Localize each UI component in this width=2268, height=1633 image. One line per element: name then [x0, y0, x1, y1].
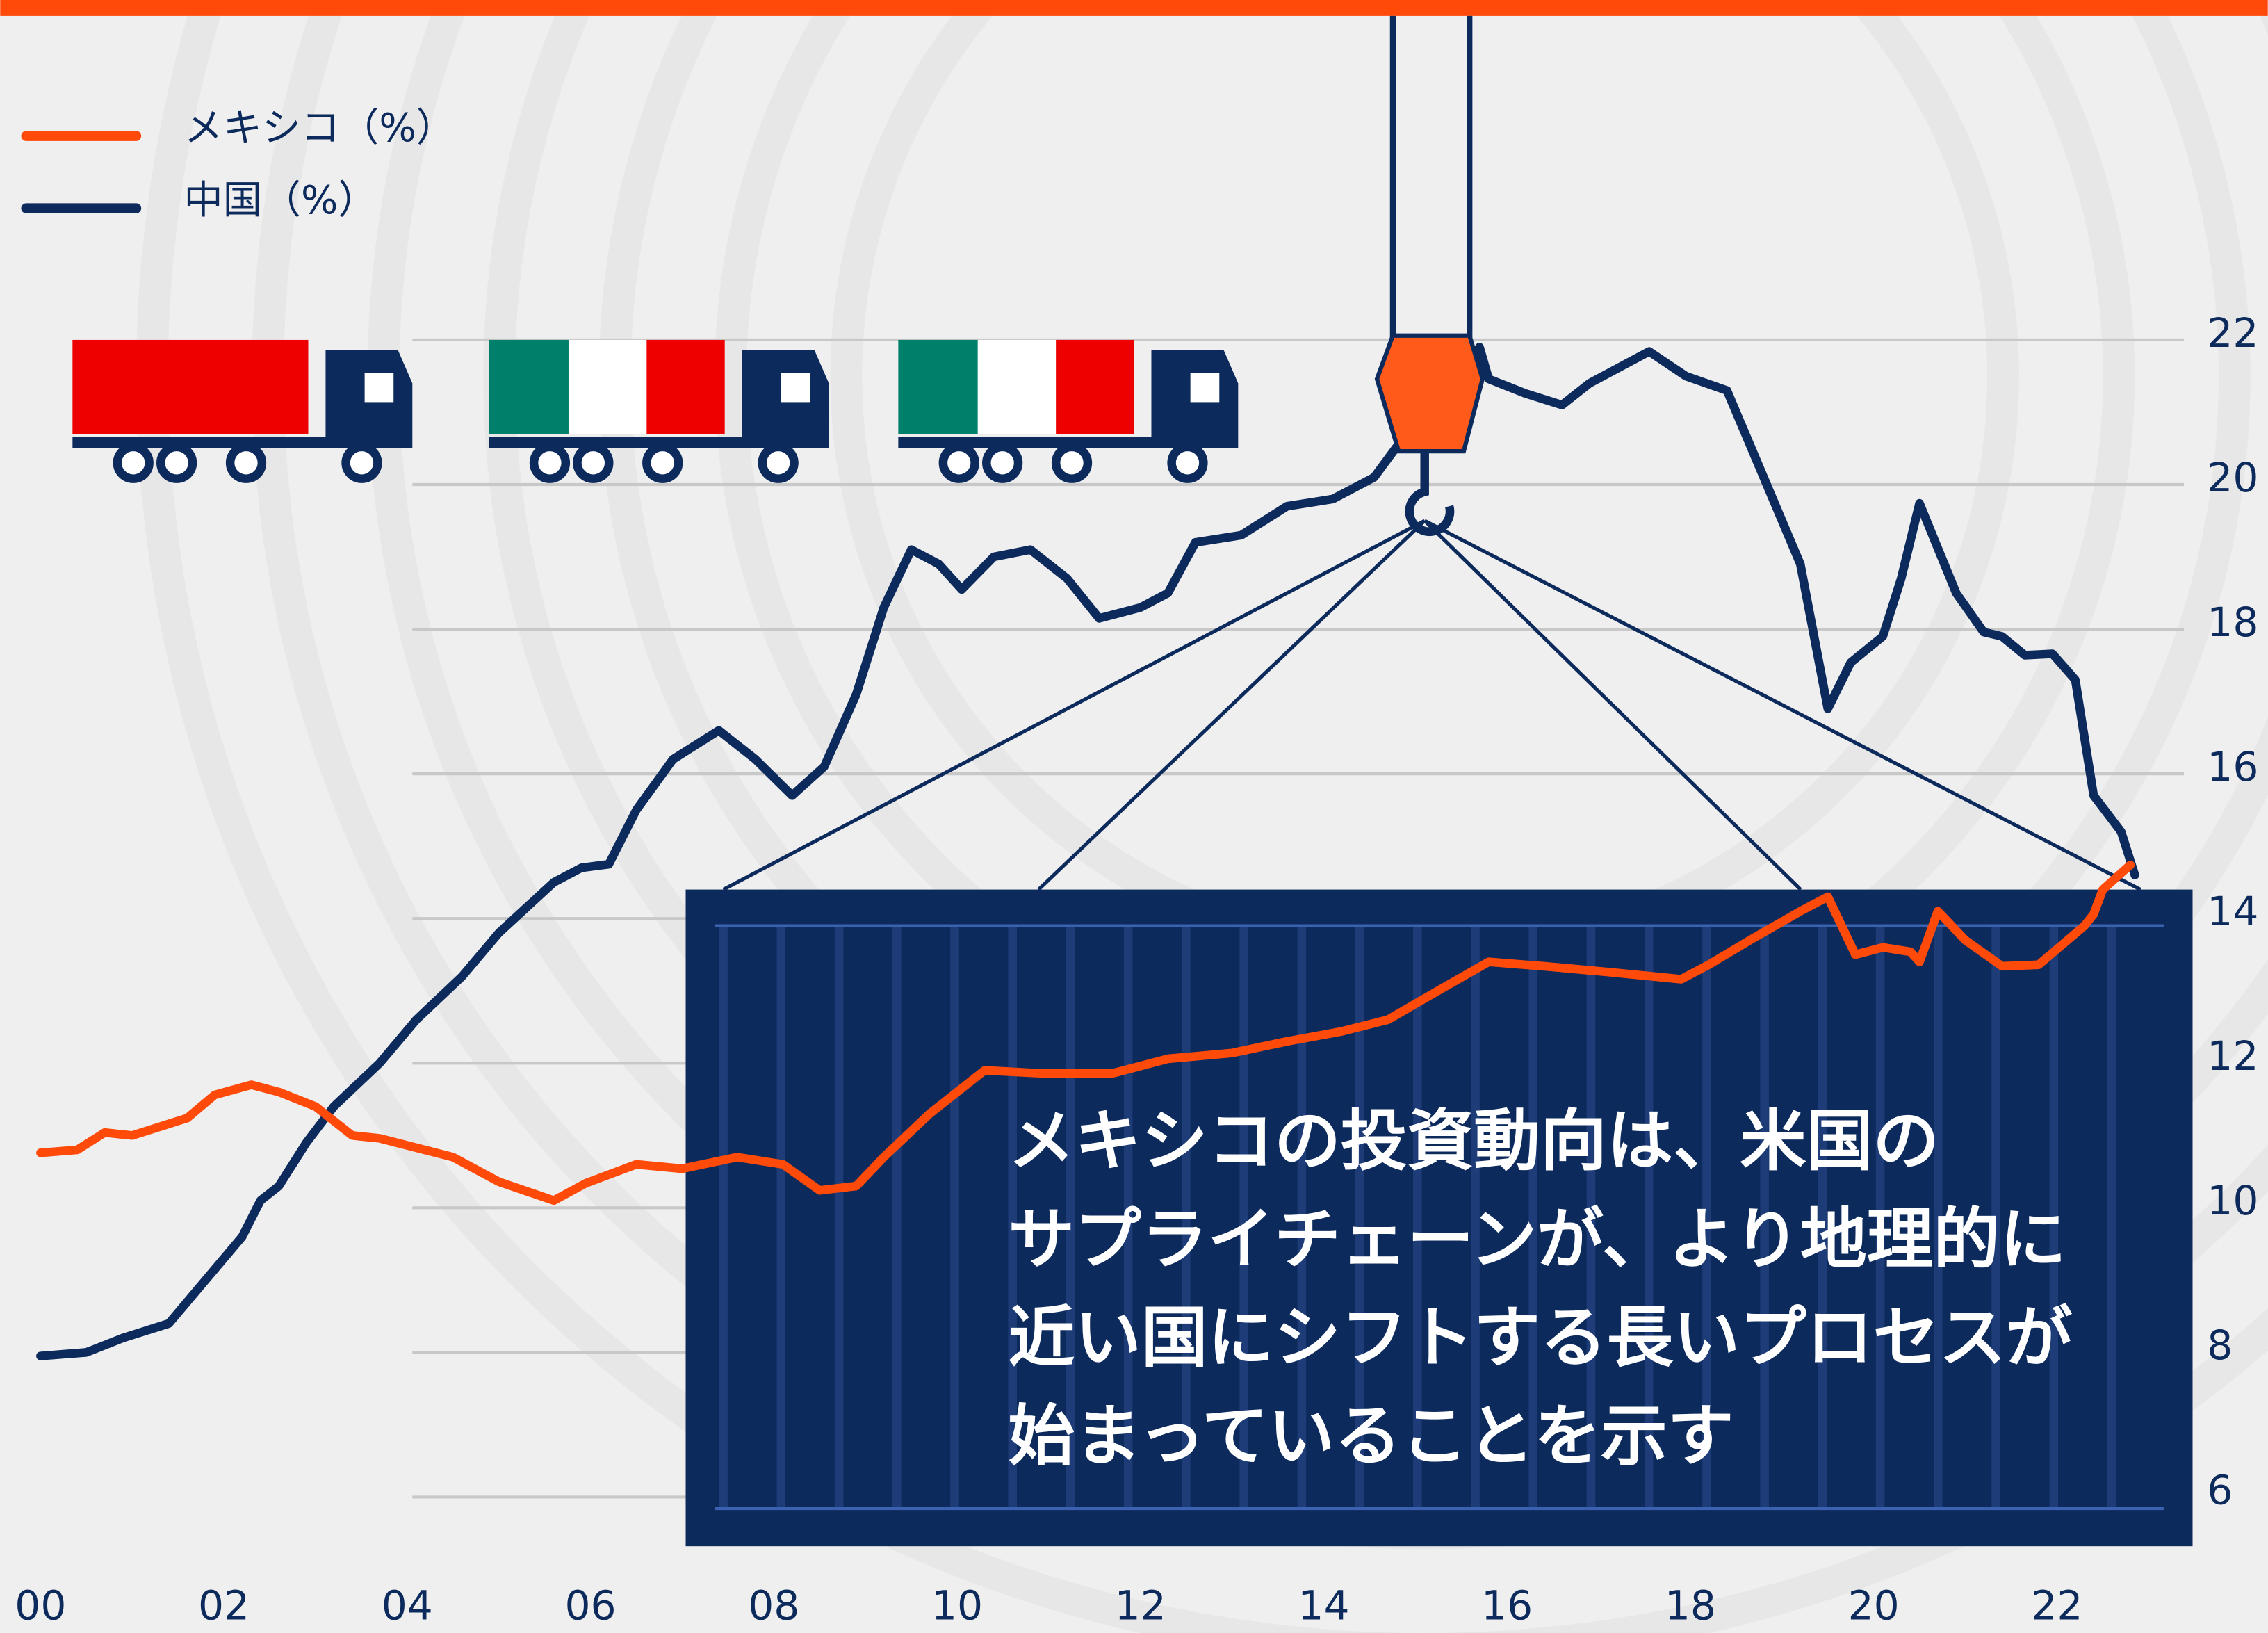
- legend-label: 中国（%）: [184, 178, 377, 223]
- x-tick-label: 10: [931, 1582, 983, 1630]
- truck-mexico-2: [898, 339, 1239, 483]
- x-tick-label: 08: [748, 1582, 799, 1630]
- y-tick-label: 6: [2207, 1466, 2233, 1513]
- x-tick-label: 16: [1481, 1582, 1533, 1630]
- legend: メキシコ（%） 中国（%）: [21, 106, 455, 223]
- crane: [722, 15, 2141, 891]
- container: [685, 889, 2193, 1547]
- annotation-line: メキシコの投資動向は、米国の: [1008, 1102, 1939, 1180]
- annotation-line: 近い国にシフトする長いプロセスが: [1008, 1299, 2072, 1376]
- truck-mexico-1: [489, 339, 829, 483]
- top-bar: [0, 0, 2268, 16]
- y-tick-label: 22: [2207, 309, 2258, 357]
- legend-label: メキシコ（%）: [184, 106, 455, 151]
- axes: 6 8 10 12 14 16 18 20 22 00 02 04 06 08 10 12 14 16 18 20 22: [15, 309, 2258, 1630]
- annotation-line: 始まっていることを示す: [1008, 1397, 1733, 1475]
- series-line: [36, 860, 2135, 1205]
- x-tick-label: 04: [382, 1582, 433, 1630]
- trucks: [72, 339, 1239, 483]
- x-tick-label: 00: [15, 1582, 66, 1630]
- y-tick-label: 18: [2207, 599, 2258, 646]
- front-layer: [36, 860, 2135, 1205]
- x-tick-label: 02: [198, 1582, 250, 1630]
- series-line: [36, 343, 2139, 1360]
- y-tick-label: 16: [2207, 743, 2258, 790]
- x-tick-label: 18: [1665, 1582, 1716, 1630]
- y-tick-label: 12: [2207, 1032, 2258, 1080]
- y-tick-label: 8: [2207, 1322, 2233, 1369]
- annotation-line: サプライチェーンが、より地理的に: [1008, 1201, 2066, 1278]
- y-tick-label: 14: [2207, 888, 2258, 935]
- x-tick-label: 12: [1115, 1582, 1166, 1630]
- x-tick-label: 22: [2031, 1582, 2082, 1630]
- y-tick-label: 10: [2207, 1177, 2258, 1224]
- x-tick-label: 06: [564, 1582, 616, 1630]
- annotation: メキシコの投資動向は、米国の サプライチェーンが、より地理的に 近い国にシフトす…: [1008, 1102, 2072, 1474]
- x-tick-label: 20: [1848, 1582, 1900, 1630]
- x-tick-label: 14: [1298, 1582, 1349, 1630]
- y-tick-label: 20: [2207, 454, 2258, 501]
- truck-usa: [72, 339, 413, 483]
- back-layer: [36, 343, 2139, 1360]
